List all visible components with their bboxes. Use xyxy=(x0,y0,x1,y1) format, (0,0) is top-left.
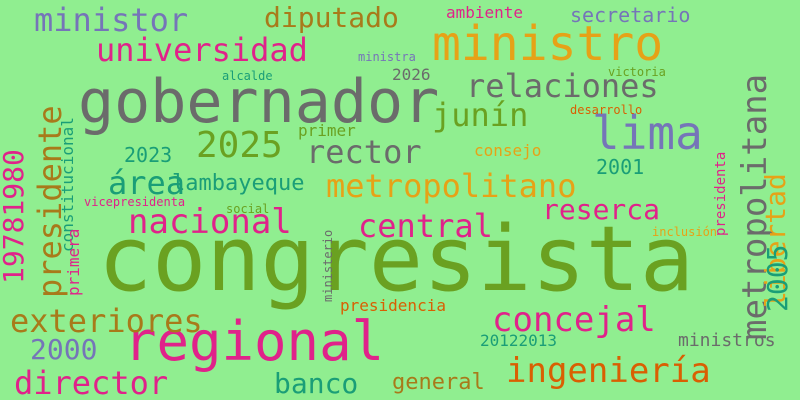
word-presidencia: presidencia xyxy=(340,296,446,315)
word-inclusion: inclusión xyxy=(652,225,718,239)
word-victoria: victoria xyxy=(608,65,666,79)
word-2005: 2005 xyxy=(761,244,794,312)
word-lima: lima xyxy=(592,106,703,160)
word-lambayeque: lambayeque xyxy=(172,171,305,196)
word-nacional: nacional xyxy=(128,202,292,242)
word-ministerio: ministerio xyxy=(321,229,335,302)
word-20122013: 20122013 xyxy=(480,331,558,350)
word-diputado: diputado xyxy=(264,1,399,34)
word-2001: 2001 xyxy=(596,155,645,179)
word-presidenta: presidenta xyxy=(713,151,729,236)
word-primer: primer xyxy=(298,121,356,140)
word-ingenieria: ingeniería xyxy=(506,351,711,391)
word-director: director xyxy=(14,364,169,400)
word-regional: regional xyxy=(124,310,385,373)
word-ministor: ministor xyxy=(34,1,189,39)
word-ministro: ministro xyxy=(432,16,664,72)
word-relaciones: relaciones xyxy=(466,67,659,105)
word-alcalde: alcalde xyxy=(222,69,273,83)
word-ministros: ministros xyxy=(678,330,776,351)
word-2000: 2000 xyxy=(30,333,98,366)
word-rector: rector xyxy=(306,133,422,171)
word-gobernador: gobernador xyxy=(78,67,440,137)
word-2023: 2023 xyxy=(124,143,173,167)
word-central: central xyxy=(358,207,493,245)
word-concejal: concejal xyxy=(492,300,656,340)
word-general: general xyxy=(392,370,485,395)
word-primera: primera xyxy=(64,228,83,296)
word-universidad: universidad xyxy=(96,31,308,69)
word-reserca: reserca xyxy=(542,193,661,226)
word-consejo: consejo xyxy=(474,141,542,160)
word-social: social xyxy=(226,202,270,216)
word-2025: 2025 xyxy=(196,125,283,166)
word-junin: junín xyxy=(432,96,529,134)
word-congresista: congresista xyxy=(98,207,695,312)
word-exteriores: exteriores xyxy=(10,302,203,340)
word-area: área xyxy=(108,164,186,202)
word-ministra: ministra xyxy=(358,50,416,64)
word-metropolitano: metropolitano xyxy=(326,167,577,205)
word-vicepresidenta: vicepresidenta xyxy=(84,195,186,209)
word-ambiente: ambiente xyxy=(446,3,524,22)
word-desarrollo: desarrollo xyxy=(570,103,643,117)
word-2026: 2026 xyxy=(392,65,431,84)
word-19781980: 19781980 xyxy=(0,149,30,284)
word-banco: banco xyxy=(274,367,359,400)
word-secretario: secretario xyxy=(570,3,691,27)
